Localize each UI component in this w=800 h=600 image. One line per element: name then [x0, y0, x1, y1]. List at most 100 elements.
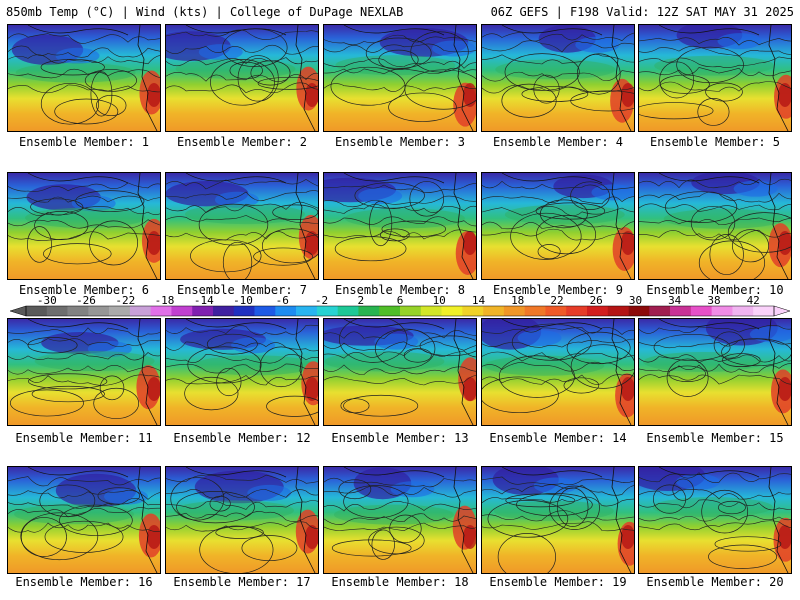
- temperature-field-map: [8, 173, 160, 279]
- ensemble-map-panel: [323, 24, 477, 132]
- ensemble-member-label: Ensemble Member: 18: [331, 575, 469, 589]
- ensemble-member-label: Ensemble Member: 16: [15, 575, 153, 589]
- temperature-field-map: [166, 173, 318, 279]
- colorbar-swatch: [607, 306, 629, 316]
- ensemble-member-label: Ensemble Member: 1: [18, 135, 150, 149]
- colorbar-swatch: [88, 306, 110, 316]
- ensemble-member-label: Ensemble Member: 10: [646, 283, 784, 297]
- colorbar-swatch: [192, 306, 214, 316]
- colorbar-swatch: [441, 306, 463, 316]
- colorbar-swatch: [316, 306, 338, 316]
- colorbar-swatch: [649, 306, 671, 316]
- colorbar-swatch: [670, 306, 692, 316]
- colorbar-swatch: [26, 306, 48, 316]
- temperature-field-map: [482, 25, 634, 131]
- ensemble-member-label: Ensemble Member: 11: [15, 431, 153, 445]
- ensemble-member-label: Ensemble Member: 6: [18, 283, 150, 297]
- ensemble-map-panel: [638, 24, 792, 132]
- ensemble-map-panel: [481, 24, 635, 132]
- ensemble-member-label: Ensemble Member: 3: [334, 135, 466, 149]
- ensemble-map-panel: [165, 172, 319, 280]
- colorbar-tick-label: -6: [276, 294, 289, 307]
- colorbar-tick-label: 42: [747, 294, 760, 307]
- colorbar-swatch: [171, 306, 193, 316]
- ensemble-member-label: Ensemble Member: 2: [176, 135, 308, 149]
- colorbar-tick-label: 18: [511, 294, 524, 307]
- ensemble-map-panel: [7, 24, 161, 132]
- colorbar-tick-label: 6: [397, 294, 404, 307]
- colorbar-tick-label: 10: [433, 294, 446, 307]
- ensemble-member-label: Ensemble Member: 14: [489, 431, 627, 445]
- colorbar-tick-label: 14: [472, 294, 486, 307]
- ensemble-member-label: Ensemble Member: 20: [646, 575, 784, 589]
- colorbar-swatch: [296, 306, 318, 316]
- ensemble-map-panel: [323, 172, 477, 280]
- colorbar-tick-label: 2: [357, 294, 364, 307]
- colorbar-swatch: [587, 306, 609, 316]
- colorbar-swatch: [129, 306, 151, 316]
- colorbar-swatch: [233, 306, 255, 316]
- ensemble-member-label: Ensemble Member: 8: [334, 283, 466, 297]
- colorbar-swatch: [254, 306, 276, 316]
- temperature-colorbar: -30 -26 -22 -18 -14 -10 -6 -2 2 6 10 14 18 22 26 30 34 38…: [9, 294, 791, 317]
- colorbar-swatch: [566, 306, 588, 316]
- ensemble-member-label: Ensemble Member: 4: [492, 135, 624, 149]
- ensemble-member-label: Ensemble Member: 5: [649, 135, 781, 149]
- colorbar-swatch: [46, 306, 68, 316]
- colorbar-swatch: [524, 306, 546, 316]
- ensemble-map-panel: [323, 318, 477, 426]
- colorbar-swatch: [420, 306, 442, 316]
- temperature-field-map: [324, 25, 476, 131]
- colorbar-swatch: [400, 306, 422, 316]
- colorbar-swatch: [337, 306, 359, 316]
- ensemble-member-label: Ensemble Member: 17: [173, 575, 311, 589]
- colorbar-tick-label: -2: [315, 294, 328, 307]
- ensemble-map-panel: [165, 24, 319, 132]
- colorbar-tick-label: -30: [37, 294, 57, 307]
- ensemble-map-panel: [165, 466, 319, 574]
- ensemble-map-panel: [7, 318, 161, 426]
- colorbar-tick-label: 26: [590, 294, 603, 307]
- colorbar-tick-label: 30: [629, 294, 642, 307]
- colorbar-swatch: [67, 306, 89, 316]
- temperature-field-map: [166, 467, 318, 573]
- ensemble-map-panel: [638, 318, 792, 426]
- temperature-field-map: [8, 319, 160, 425]
- temperature-field-map: [324, 319, 476, 425]
- colorbar-tick-label: -22: [115, 294, 135, 307]
- ensemble-map-panel: [638, 172, 792, 280]
- ensemble-map-panel: [165, 318, 319, 426]
- ensemble-map-panel: [7, 466, 161, 574]
- temperature-field-map: [639, 173, 791, 279]
- colorbar-swatch: [628, 306, 650, 316]
- colorbar-swatch: [358, 306, 380, 316]
- ensemble-member-label: Ensemble Member: 12: [173, 431, 311, 445]
- colorbar-tick-label: 22: [550, 294, 563, 307]
- temperature-field-map: [482, 319, 634, 425]
- temperature-field-map: [8, 25, 160, 131]
- ensemble-member-label: Ensemble Member: 15: [646, 431, 784, 445]
- ensemble-map-panel: [7, 172, 161, 280]
- colorbar-swatch: [109, 306, 131, 316]
- colorbar-swatch: [711, 306, 733, 316]
- colorbar-swatch: [462, 306, 484, 316]
- ensemble-map-panel: [638, 466, 792, 574]
- colorbar-tick-label: 38: [707, 294, 720, 307]
- colorbar-tick-label: -18: [155, 294, 175, 307]
- colorbar-swatch: [379, 306, 401, 316]
- colorbar-swatch: [690, 306, 712, 316]
- ensemble-member-label: Ensemble Member: 19: [489, 575, 627, 589]
- colorbar-swatch: [483, 306, 505, 316]
- ensemble-map-panel: [481, 318, 635, 426]
- temperature-field-map: [639, 467, 791, 573]
- colorbar-swatch: [503, 306, 525, 316]
- colorbar-swatch: [275, 306, 297, 316]
- colorbar-swatch: [545, 306, 567, 316]
- temperature-field-map: [166, 319, 318, 425]
- ensemble-member-label: Ensemble Member: 9: [492, 283, 624, 297]
- header-valid-time: 06Z GEFS | F198 Valid: 12Z SAT MAY 31 20…: [490, 5, 794, 19]
- colorbar-tick-label: 34: [668, 294, 682, 307]
- colorbar-tick-label: -14: [194, 294, 214, 307]
- colorbar-swatch: [753, 306, 775, 316]
- temperature-field-map: [166, 25, 318, 131]
